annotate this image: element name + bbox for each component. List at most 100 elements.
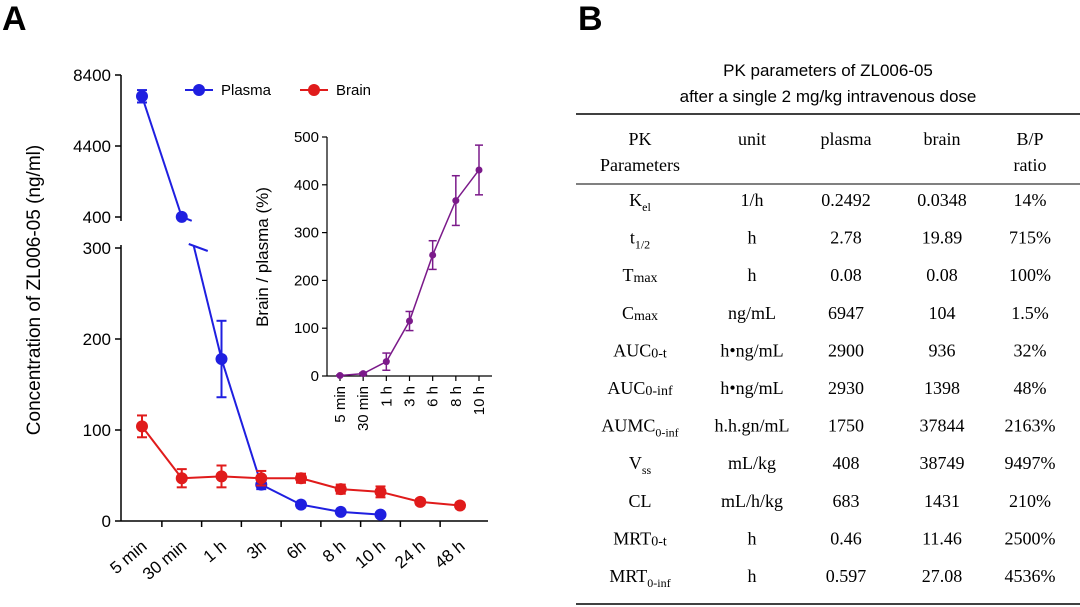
inset-x-tick-label: 30 min	[355, 386, 372, 431]
table-row: Vss mL/kg 408 38749 9497%	[629, 453, 1056, 477]
panel-label-a: A	[2, 0, 27, 38]
legend-label: Plasma	[221, 82, 272, 99]
brain-cell: 27.08	[922, 566, 963, 586]
data-point	[255, 472, 268, 485]
data-point	[215, 353, 228, 366]
unit-cell: h•ng/mL	[720, 340, 783, 360]
x-tick-label: 30 min	[139, 537, 190, 584]
ratio-cell: 210%	[1009, 491, 1051, 511]
data-point	[374, 485, 387, 498]
param-cell: AUC0-inf	[607, 378, 673, 399]
brain-cell: 11.46	[922, 528, 962, 548]
brain-cell: 936	[929, 340, 956, 360]
x-tick-label: 48 h	[431, 537, 469, 573]
series-line	[260, 483, 302, 506]
plasma-cell: 0.46	[830, 528, 862, 548]
legend-marker	[308, 84, 320, 96]
series-line	[221, 475, 262, 480]
table-row: AUMC0-inf h.h.gn/mL 1750 37844 2163%	[601, 416, 1055, 440]
series-line	[220, 358, 263, 485]
inset-x-tick-label: 3 h	[402, 386, 419, 407]
ratio-cell: 100%	[1009, 265, 1051, 285]
param-cell: AUC0-t	[613, 340, 667, 361]
param-cell: t1/2	[630, 228, 650, 252]
inset-y-axis-title: Brain / plasma (%)	[253, 187, 272, 327]
data-point	[374, 508, 387, 521]
data-point	[454, 499, 466, 512]
brain-cell: 1398	[924, 378, 960, 398]
data-point	[336, 372, 344, 380]
unit-cell: ng/mL	[728, 303, 776, 323]
table-row: AUC0-inf h•ng/mL 2930 1398 48%	[607, 378, 1046, 399]
inset-x-tick-label: 6 h	[425, 386, 442, 407]
unit-cell: h	[748, 566, 757, 586]
inset-x-tick-label: 1 h	[378, 386, 395, 407]
ratio-cell: 715%	[1009, 228, 1051, 248]
brain-cell: 1431	[924, 491, 960, 511]
ratio-cell: 2163%	[1005, 416, 1056, 436]
data-point	[452, 197, 460, 205]
table-row: t1/2 h 2.78 19.89 715%	[630, 228, 1051, 252]
param-cell: MRT0-t	[613, 528, 667, 549]
param-subscript: 0-inf	[655, 426, 678, 440]
series-line	[340, 510, 381, 516]
data-point	[406, 317, 413, 325]
table-row: MRT0-t h 0.46 11.46 2500%	[613, 528, 1055, 549]
unit-cell: mL/kg	[728, 453, 776, 473]
series-line	[380, 490, 421, 503]
main-chart: 400 4400 8400 0 100 200 300 5 min 30 min 1 h 3h 6h 8…	[24, 66, 488, 584]
brain-cell: 37844	[920, 416, 965, 436]
inset-x-tick-label: 10 h	[471, 386, 488, 415]
data-point	[429, 251, 437, 259]
brain-cell: 19.89	[922, 228, 963, 248]
inset-y-tick-label: 300	[294, 225, 319, 242]
series-line	[300, 477, 342, 491]
brain-cell: 104	[929, 303, 956, 323]
unit-cell: h	[748, 528, 757, 548]
data-point	[215, 470, 228, 483]
ratio-cell: 1.5%	[1011, 303, 1049, 323]
break-mark	[188, 243, 209, 252]
legend-label: Brain	[336, 82, 371, 99]
data-point	[295, 472, 307, 485]
plasma-cell: 2.78	[830, 228, 862, 248]
ratio-cell: 2500%	[1005, 528, 1056, 548]
brain-cell: 0.08	[926, 265, 958, 285]
plasma-cell: 408	[833, 453, 860, 473]
plasma-cell: 1750	[828, 416, 864, 436]
data-point	[334, 505, 347, 518]
ratio-cell: 32%	[1014, 340, 1047, 360]
y-tick-label: 100	[83, 421, 111, 440]
inset-chart: 0 100 200 300 400 500 5 min 30 min 1 h 3 h 6 h 8 h 1…	[253, 129, 492, 431]
table-header: unit	[738, 129, 766, 149]
legend: Plasma Brain	[185, 82, 371, 99]
series-line	[181, 475, 222, 480]
y-tick-label: 8400	[73, 66, 111, 85]
param-subscript: el	[642, 200, 651, 214]
inset-y-tick-label: 0	[311, 368, 319, 385]
x-tick-label: 8 h	[319, 537, 349, 567]
inset-series	[336, 144, 483, 380]
data-point	[414, 495, 427, 508]
inset-y-tick-label: 100	[294, 320, 319, 337]
data-point	[175, 210, 188, 223]
table-header: Parameters	[600, 155, 680, 175]
plasma-cell: 0.08	[830, 265, 862, 285]
param-cell: MRT0-inf	[609, 566, 670, 590]
unit-cell: h•ng/mL	[720, 378, 783, 398]
brain-cell: 0.0348	[917, 190, 967, 210]
inset-x-tick-label: 8 h	[448, 386, 465, 407]
table-row: Cmax ng/mL 6947 104 1.5%	[622, 303, 1049, 324]
unit-cell: h	[748, 265, 757, 285]
ratio-cell: 4536%	[1005, 566, 1056, 586]
table-title-line1: PK parameters of ZL006-05	[723, 61, 933, 80]
plasma-cell: 0.2492	[821, 190, 871, 210]
y-tick-label: 4400	[73, 137, 111, 156]
table-header: ratio	[1014, 155, 1047, 175]
param-cell: Tmax	[622, 265, 657, 286]
table-row: Tmax h 0.08 0.08 100%	[622, 265, 1051, 286]
data-point	[359, 370, 367, 378]
param-cell: Vss	[629, 453, 652, 477]
series-line	[192, 245, 223, 360]
